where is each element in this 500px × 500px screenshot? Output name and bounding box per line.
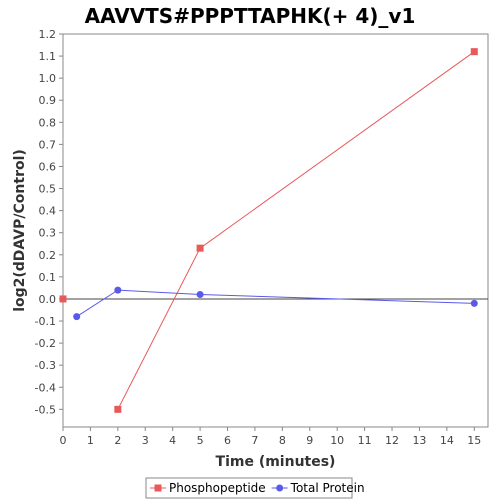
x-tick-label: 12 bbox=[385, 434, 399, 447]
series-line-segment bbox=[199, 51, 475, 249]
data-point-circle bbox=[470, 299, 478, 307]
y-tick-label: 1.2 bbox=[39, 28, 57, 41]
y-tick-label: 1.1 bbox=[39, 50, 57, 63]
y-tick-label: 0.6 bbox=[39, 160, 57, 173]
x-axis-label: Time (minutes) bbox=[216, 454, 336, 470]
y-tick-label: 0.2 bbox=[39, 249, 57, 262]
y-axis-label: log2(dDAVP/Control) bbox=[12, 149, 28, 312]
series-line-segment bbox=[117, 289, 201, 296]
data-point-circle bbox=[114, 286, 122, 294]
legend-box bbox=[145, 477, 353, 499]
x-tick-label: 10 bbox=[330, 434, 344, 447]
legend-marker-square bbox=[154, 484, 162, 492]
x-tick-label: 5 bbox=[197, 434, 204, 447]
data-point-circle bbox=[73, 313, 81, 321]
series-1 bbox=[73, 286, 478, 321]
data-point-square bbox=[470, 48, 478, 56]
y-tick-label: -0.5 bbox=[35, 403, 56, 416]
x-tick-label: 0 bbox=[60, 434, 67, 447]
plot-area bbox=[62, 33, 489, 428]
x-tick-label: 9 bbox=[306, 434, 313, 447]
x-tick-label: 13 bbox=[412, 434, 426, 447]
series-line-segment bbox=[200, 294, 475, 304]
x-tick-label: 11 bbox=[358, 434, 372, 447]
x-tick-label: 6 bbox=[224, 434, 231, 447]
legend-label: Phosphopeptide bbox=[169, 481, 266, 495]
y-tick-label: -0.4 bbox=[35, 381, 56, 394]
x-axis: 0 1 2 3 4 5 6 7 8 9 10 11 12 13 14 15 bbox=[60, 427, 481, 447]
y-tick-label: -0.3 bbox=[35, 359, 56, 372]
y-tick-label: 0.9 bbox=[39, 94, 57, 107]
data-point-square bbox=[114, 405, 122, 413]
series-line-segment bbox=[76, 289, 119, 318]
y-tick-label: 0.0 bbox=[39, 293, 57, 306]
y-tick-label: 1.0 bbox=[39, 72, 57, 85]
data-point-square bbox=[196, 244, 204, 252]
x-tick-label: 15 bbox=[467, 434, 481, 447]
legend-marker-circle bbox=[276, 484, 284, 492]
x-tick-label: 4 bbox=[169, 434, 176, 447]
x-tick-label: 2 bbox=[114, 434, 121, 447]
data-point-square bbox=[59, 295, 67, 303]
y-tick-label: 0.1 bbox=[39, 271, 57, 284]
x-tick-label: 8 bbox=[279, 434, 286, 447]
legend-items: Phosphopeptide Total Protein bbox=[150, 481, 365, 495]
x-tick-label: 1 bbox=[87, 434, 94, 447]
x-tick-label: 7 bbox=[251, 434, 258, 447]
legend-item-0: Phosphopeptide bbox=[150, 481, 266, 495]
y-tick-label: 0.7 bbox=[39, 138, 57, 151]
y-tick-label: 0.4 bbox=[39, 205, 57, 218]
legend-item-1: Total Protein bbox=[271, 481, 365, 495]
y-tick-label: -0.2 bbox=[35, 337, 56, 350]
y-tick-label: 0.5 bbox=[39, 183, 57, 196]
y-axis: -0.5 -0.4 -0.3 -0.2 -0.1 0.0 0.1 0.2 0.3 0.4 0.5 0.… bbox=[35, 28, 63, 416]
legend-label: Total Protein bbox=[290, 481, 365, 495]
series-0 bbox=[59, 48, 478, 413]
x-tick-label: 3 bbox=[142, 434, 149, 447]
data-point-circle bbox=[196, 291, 204, 299]
y-tick-label: -0.1 bbox=[35, 315, 56, 328]
series-layer bbox=[59, 48, 478, 413]
legend: Phosphopeptide Total Protein bbox=[145, 477, 365, 499]
series-line-segment bbox=[117, 247, 201, 410]
x-tick-label: 14 bbox=[440, 434, 454, 447]
y-tick-label: 0.8 bbox=[39, 116, 57, 129]
y-tick-label: 0.3 bbox=[39, 227, 57, 240]
chart-title: AAVVTS#PPPTTAPHK(+ 4)_v1 bbox=[85, 4, 416, 28]
